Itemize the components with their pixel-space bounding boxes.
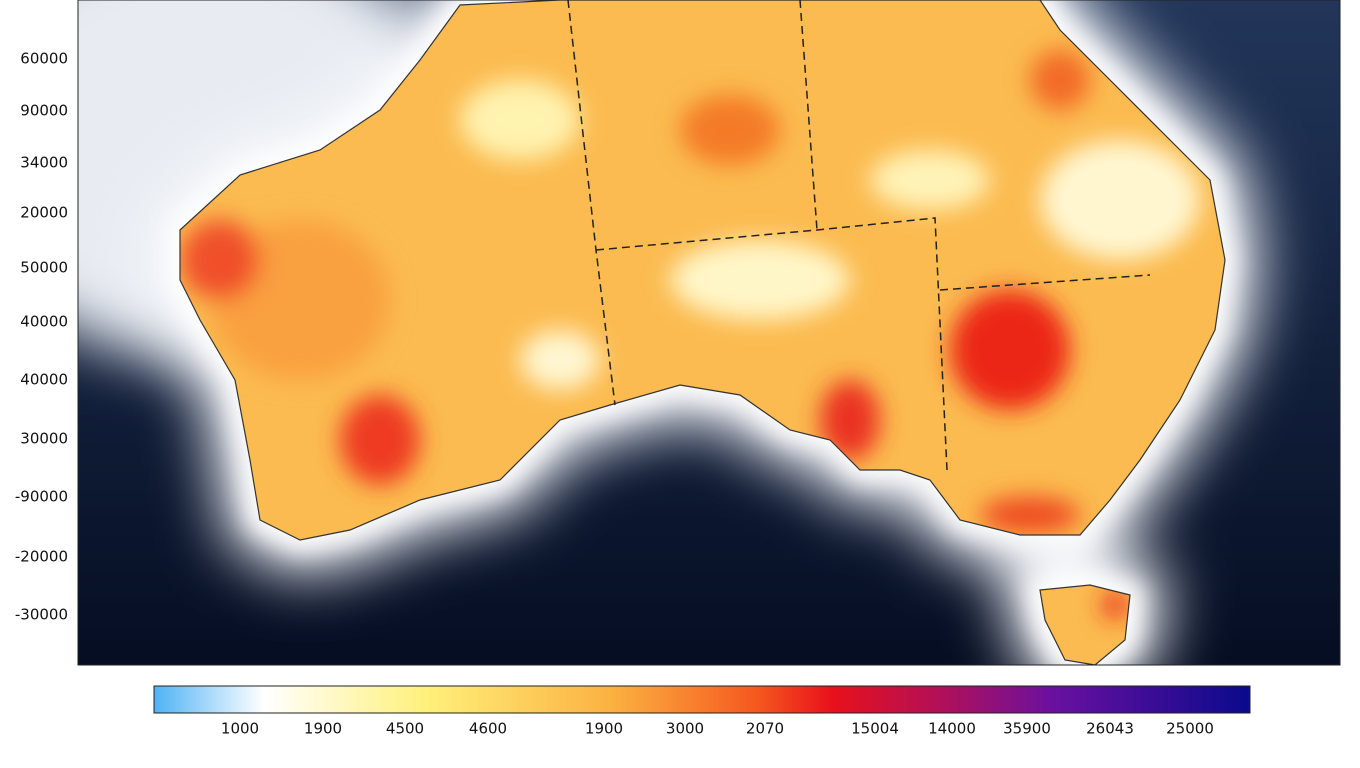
plot-frame — [77, 0, 1341, 666]
axis-label: 40000 — [20, 371, 68, 389]
colorbar-label: 4500 — [386, 720, 424, 738]
map-area — [78, 0, 1340, 665]
axis-label: 40000 — [20, 313, 68, 331]
axis-label: 30000 — [20, 430, 68, 448]
axis-label: 20000 — [20, 204, 68, 222]
colorbar-label: 1900 — [304, 720, 342, 738]
axis-label: -20000 — [15, 548, 68, 566]
colorbar-label: 4600 — [469, 720, 507, 738]
axis-label: 90000 — [20, 102, 68, 120]
colorbar-label: 1900 — [585, 720, 623, 738]
colorbar-label: 15004 — [851, 720, 899, 738]
labels: 60000 90000 34000 20000 50000 40000 40000 30000… — [15, 50, 1214, 738]
colorbar-label: 2070 — [746, 720, 784, 738]
axis-label: -90000 — [15, 488, 68, 506]
colorbar-label: 25000 — [1166, 720, 1214, 738]
axis-label: 60000 — [20, 50, 68, 68]
axis-label: 50000 — [20, 259, 68, 277]
colorbar-label: 35900 — [1003, 720, 1051, 738]
colorbar-label: 1000 — [221, 720, 259, 738]
colorbar-label: 14000 — [928, 720, 976, 738]
state-borders — [567, 0, 1151, 471]
colorbar-label: 3000 — [666, 720, 704, 738]
colorbar — [153, 685, 1251, 714]
axis-label: 34000 — [20, 154, 68, 172]
colorbar-label: 26043 — [1086, 720, 1134, 738]
axis-label: -30000 — [15, 606, 68, 624]
